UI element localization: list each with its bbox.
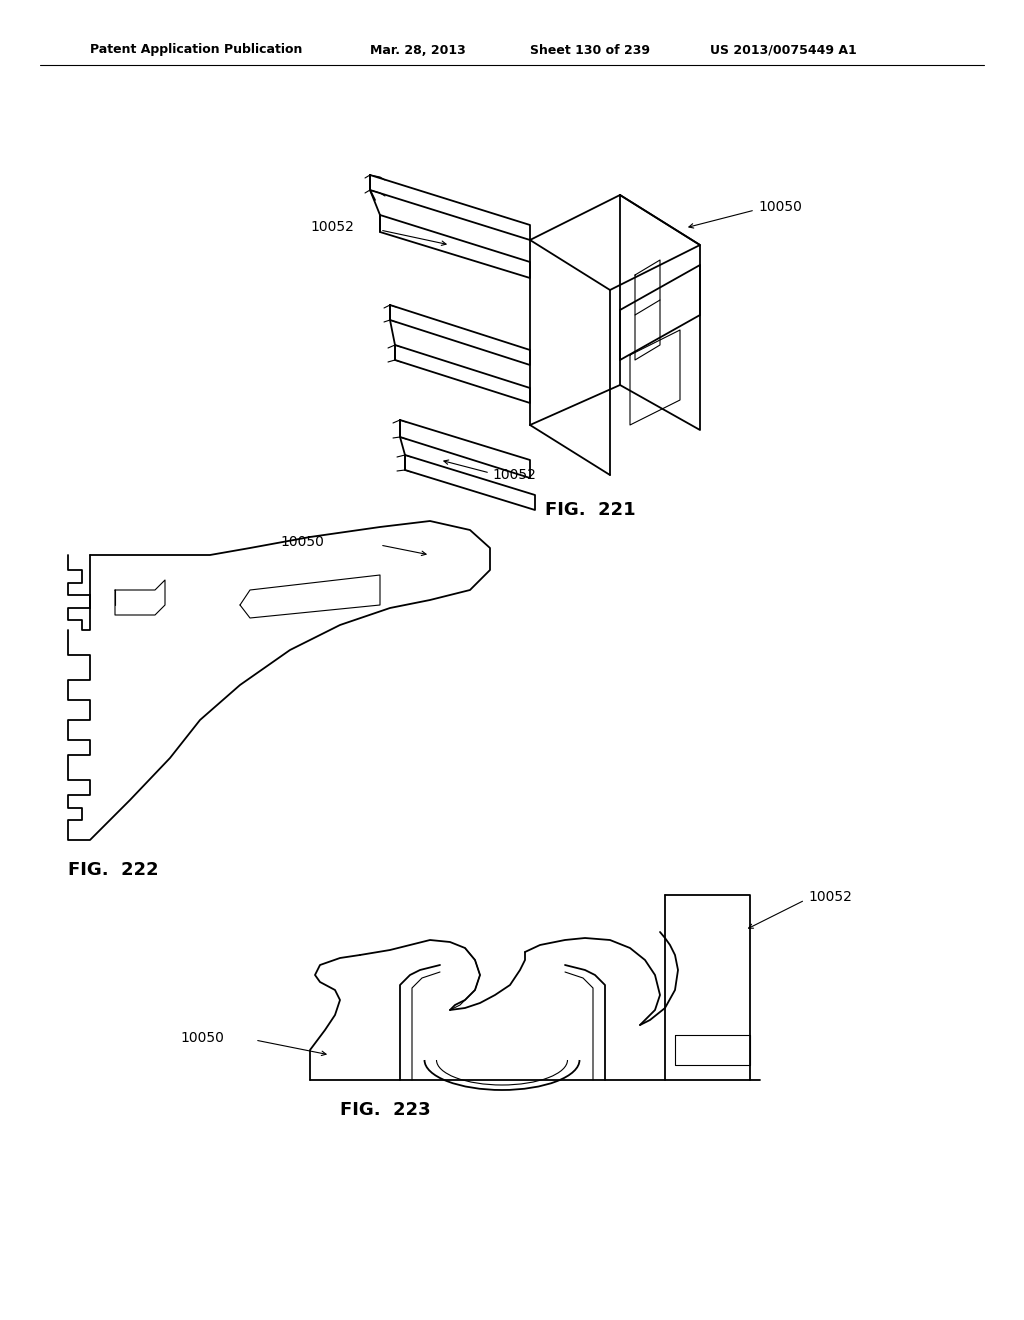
Text: Sheet 130 of 239: Sheet 130 of 239 [530,44,650,57]
Text: FIG.  222: FIG. 222 [68,861,159,879]
Text: 10050: 10050 [180,1031,224,1045]
Text: Patent Application Publication: Patent Application Publication [90,44,302,57]
Text: 10050: 10050 [758,201,802,214]
Text: FIG.  223: FIG. 223 [340,1101,431,1119]
Text: 10052: 10052 [310,220,354,234]
Text: 10052: 10052 [492,469,536,482]
Text: FIG.  221: FIG. 221 [545,502,636,519]
Text: 10052: 10052 [808,890,852,904]
Text: US 2013/0075449 A1: US 2013/0075449 A1 [710,44,857,57]
Text: 10050: 10050 [280,535,324,549]
Text: Mar. 28, 2013: Mar. 28, 2013 [370,44,466,57]
